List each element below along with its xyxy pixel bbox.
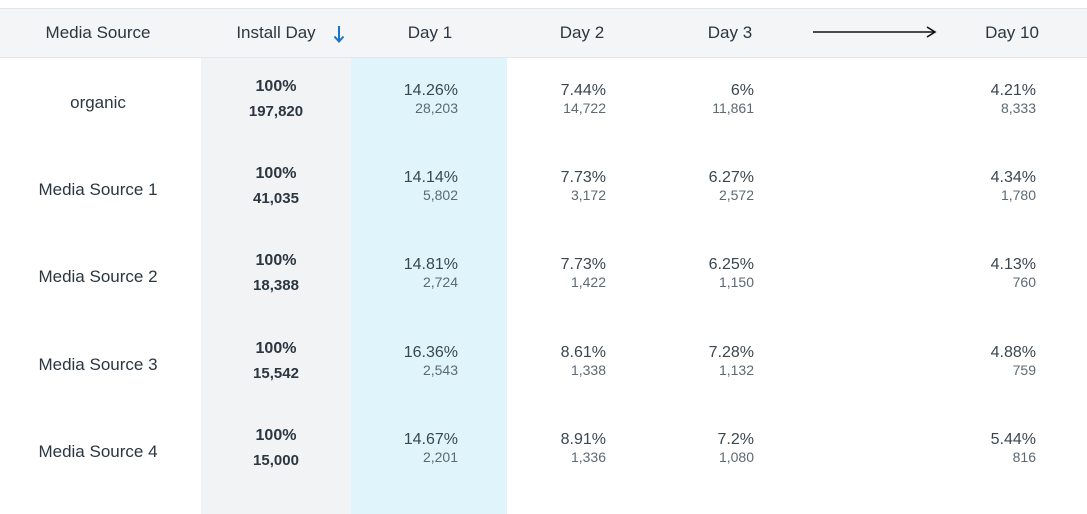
day1-count: 2,201 [422,449,458,465]
day1-percent: 14.67% [403,431,458,448]
day1-count: 2,724 [422,274,458,290]
day2-percent: 7.73% [560,256,606,273]
day3-percent: 6% [730,82,754,99]
day1-count: 5,802 [422,187,458,203]
day3-percent: 7.2% [717,431,754,448]
day1-count: 2,543 [422,362,458,378]
day1-column-highlight [351,58,507,514]
install-day-count: 18,388 [253,277,299,294]
long-right-arrow-icon [813,26,937,38]
media-source-name: Media Source 1 [38,180,158,199]
day10-count: 1,780 [1000,187,1036,203]
table-row[interactable]: organic 100% 197,820 14.26% 28,203 7.44%… [0,58,1087,146]
install-day-percent: 100% [255,78,297,95]
day3-count: 1,150 [718,274,754,290]
day10-percent: 5.44% [990,431,1036,448]
table-row[interactable]: Media Source 2 100% 18,388 14.81% 2,724 … [0,232,1087,320]
day10-percent: 4.88% [990,344,1036,361]
day1-percent: 14.26% [403,82,458,99]
install-day-count: 197,820 [248,103,304,120]
day2-percent: 7.44% [560,82,606,99]
media-source-name: Media Source 2 [38,267,158,286]
install-day-count: 15,542 [253,365,299,382]
table-row[interactable]: Media Source 1 100% 41,035 14.14% 5,802 … [0,145,1087,233]
day2-count: 3,172 [570,187,606,203]
media-source-name: Media Source 3 [38,355,158,374]
day10-count: 760 [1012,274,1036,290]
day10-percent: 4.34% [990,169,1036,186]
install-day-count: 15,000 [253,452,299,469]
day2-count: 1,338 [570,362,606,378]
day3-count: 2,572 [718,187,754,203]
header-install-day[interactable]: Install Day [236,23,316,42]
header-media-source[interactable]: Media Source [45,23,151,42]
day1-percent: 14.81% [403,256,458,273]
table-header: Media Source Install Day Day 1 Day 2 Day… [0,8,1087,58]
install-day-percent: 100% [255,165,297,182]
header-day2[interactable]: Day 2 [559,23,605,42]
day3-count: 11,861 [712,100,754,116]
day2-count: 1,336 [570,449,606,465]
media-source-name: Media Source 4 [38,442,158,461]
install-day-percent: 100% [255,427,297,444]
media-source-name: organic [70,93,126,112]
day2-percent: 7.73% [560,169,606,186]
table-row[interactable]: Media Source 3 100% 15,542 16.36% 2,543 … [0,320,1087,408]
day2-percent: 8.91% [560,431,606,448]
day10-count: 759 [1012,362,1036,378]
sort-down-arrow-icon[interactable] [332,23,346,45]
header-day10[interactable]: Day 10 [985,23,1039,42]
day3-percent: 6.27% [708,169,754,186]
day1-count: 28,203 [415,100,458,116]
table-row[interactable]: Media Source 4 100% 15,000 14.67% 2,201 … [0,407,1087,495]
day2-count: 1,422 [570,274,606,290]
day1-percent: 16.36% [403,344,458,361]
day3-percent: 7.28% [708,344,754,361]
day10-count: 816 [1012,449,1036,465]
header-day3[interactable]: Day 3 [707,23,753,42]
day10-percent: 4.21% [990,82,1036,99]
day1-percent: 14.14% [403,169,458,186]
install-day-count: 41,035 [253,190,299,207]
day2-count: 14,722 [563,100,606,116]
day10-count: 8,333 [1000,100,1036,116]
install-day-column-highlight [201,58,351,514]
install-day-percent: 100% [255,252,297,269]
day3-count: 1,132 [718,362,754,378]
header-day1[interactable]: Day 1 [407,23,453,42]
day2-percent: 8.61% [560,344,606,361]
day3-percent: 6.25% [708,256,754,273]
install-day-percent: 100% [255,340,297,357]
day10-percent: 4.13% [990,256,1036,273]
day3-count: 1,080 [718,449,754,465]
